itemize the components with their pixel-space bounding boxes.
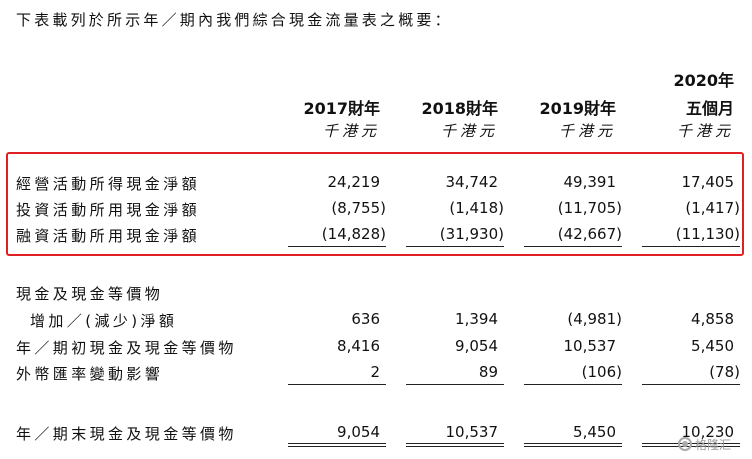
total-double-rule-2017-b xyxy=(288,446,386,447)
cell-net-change-2018: 1,394 xyxy=(455,310,498,328)
row-label-cash-equivalents: 現金及現金等價物 xyxy=(16,285,164,303)
col-header-2020: 五個月 xyxy=(685,99,734,118)
col-header-2017: 2017財年 xyxy=(303,99,380,118)
cell-fx-effect-2020: (78) xyxy=(709,363,740,381)
cell-operating-2020: 17,405 xyxy=(681,173,735,191)
cell-financing-2020: (11,130) xyxy=(675,225,740,243)
cell-net-change-2019: (4,981) xyxy=(567,310,622,328)
total-double-rule-2018-a xyxy=(406,443,504,444)
row-label-opening-cash: 年／期初現金及現金等價物 xyxy=(16,339,237,357)
total-top-rule-2020 xyxy=(642,384,740,385)
intro-text: 下表載列於所示年／期內我們綜合現金流量表之概要： xyxy=(16,11,453,29)
subtotal-rule-2019 xyxy=(524,246,622,247)
gelonghui-logo-icon xyxy=(678,437,692,451)
unit-2017: 千港元 xyxy=(322,122,380,140)
cell-investing-2017: (8,755) xyxy=(331,199,386,217)
col-header-2019: 2019財年 xyxy=(539,99,616,118)
cell-opening-cash-2019: 10,537 xyxy=(563,337,617,355)
cell-investing-2020: (1,417) xyxy=(685,199,740,217)
cell-closing-cash-2018: 10,537 xyxy=(445,423,499,441)
row-label-financing: 融資活動所用現金淨額 xyxy=(16,227,201,245)
cell-operating-2018: 34,742 xyxy=(445,173,499,191)
unit-2018: 千港元 xyxy=(440,122,498,140)
cell-investing-2019: (11,705) xyxy=(557,199,622,217)
total-double-rule-2019-a xyxy=(524,443,622,444)
cell-closing-cash-2017: 9,054 xyxy=(337,423,380,441)
total-double-rule-2017-a xyxy=(288,443,386,444)
watermark-text: 格隆汇 xyxy=(695,437,732,452)
subtotal-rule-2017 xyxy=(288,246,386,247)
total-top-rule-2019 xyxy=(524,384,622,385)
subtotal-rule-2018 xyxy=(406,246,504,247)
cell-opening-cash-2020: 5,450 xyxy=(691,337,734,355)
cell-operating-2017: 24,219 xyxy=(327,173,381,191)
total-top-rule-2017 xyxy=(288,384,386,385)
cell-financing-2019: (42,667) xyxy=(557,225,622,243)
cell-net-change-2017: 636 xyxy=(351,310,380,328)
highlight-box xyxy=(6,152,744,256)
cell-fx-effect-2019: (106) xyxy=(581,363,622,381)
row-label-net-change: 增加／(減少)淨額 xyxy=(30,312,178,330)
unit-2019: 千港元 xyxy=(558,122,616,140)
cell-operating-2019: 49,391 xyxy=(563,173,617,191)
cell-investing-2018: (1,418) xyxy=(449,199,504,217)
total-top-rule-2018 xyxy=(406,384,504,385)
row-label-fx-effect: 外幣匯率變動影響 xyxy=(16,365,164,383)
cell-closing-cash-2019: 5,450 xyxy=(573,423,616,441)
cell-opening-cash-2017: 8,416 xyxy=(337,337,380,355)
cell-financing-2017: (14,828) xyxy=(321,225,386,243)
cell-opening-cash-2018: 9,054 xyxy=(455,337,498,355)
subtotal-rule-2020 xyxy=(642,246,740,247)
col-header-2020-line1: 2020年 xyxy=(673,71,734,90)
unit-2020: 千港元 xyxy=(676,122,734,140)
cell-fx-effect-2018: 89 xyxy=(478,363,498,381)
cell-fx-effect-2017: 2 xyxy=(370,363,380,381)
row-label-closing-cash: 年／期末現金及現金等價物 xyxy=(16,425,237,443)
watermark: 格隆汇 xyxy=(678,432,752,456)
cell-financing-2018: (31,930) xyxy=(439,225,504,243)
cell-closing-cash-2020: 10,230 xyxy=(681,423,735,441)
col-header-2018: 2018財年 xyxy=(421,99,498,118)
total-double-rule-2018-b xyxy=(406,446,504,447)
cell-net-change-2020: 4,858 xyxy=(691,310,734,328)
total-double-rule-2019-b xyxy=(524,446,622,447)
row-label-operating: 經營活動所得現金淨額 xyxy=(16,175,201,193)
row-label-investing: 投資活動所用現金淨額 xyxy=(16,201,201,219)
